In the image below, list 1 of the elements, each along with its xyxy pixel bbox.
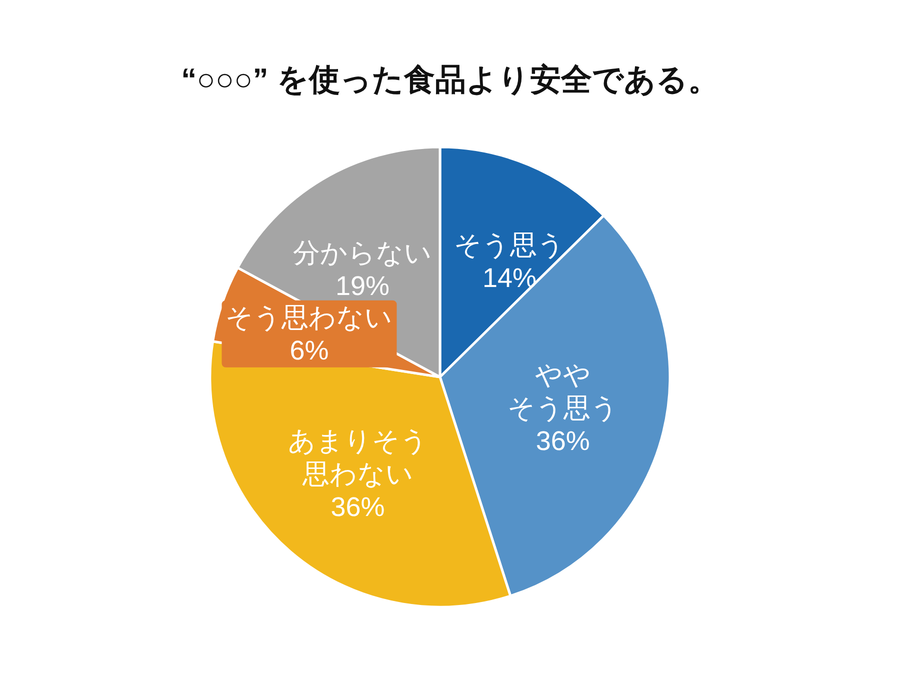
title: “○○○” を使った食品より安全である。 [181, 62, 719, 97]
